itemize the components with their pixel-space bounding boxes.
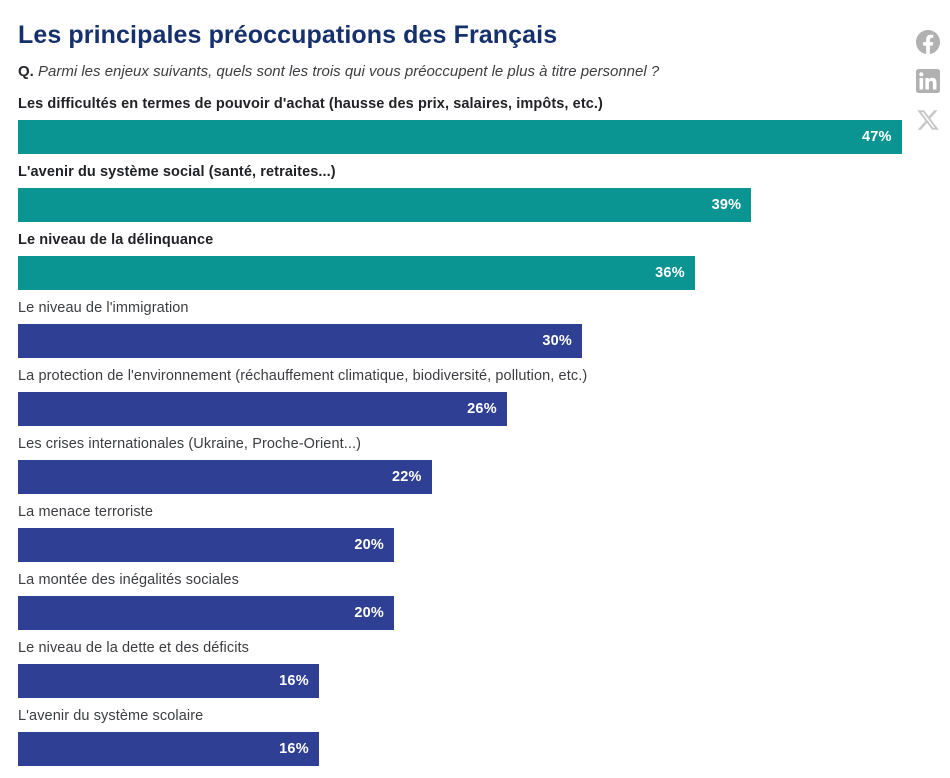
- bar: 20%: [18, 528, 394, 562]
- bar-value: 22%: [391, 469, 422, 485]
- bar-label: L'avenir du système scolaire: [18, 708, 204, 724]
- bar-label: Le niveau de l'immigration: [18, 300, 189, 316]
- page-title: Les principales préoccupations des Franç…: [18, 21, 558, 49]
- question-text: Parmi les enjeux suivants, quels sont le…: [38, 63, 660, 80]
- bar-value: 36%: [655, 265, 685, 281]
- bar-label: L'avenir du système social (santé, retra…: [18, 164, 336, 180]
- bar-label: Les difficultés en termes de pouvoir d'a…: [18, 96, 603, 112]
- bar: 20%: [18, 596, 394, 630]
- bar-value: 47%: [861, 129, 892, 145]
- bar-value: 20%: [354, 605, 384, 621]
- bar-label: Le niveau de la dette et des déficits: [18, 640, 250, 656]
- bar-label: Le niveau de la délinquance: [18, 232, 214, 248]
- question-prefix: Q.: [18, 63, 34, 80]
- bar-row: L'avenir du système social (santé, retra…: [18, 164, 914, 222]
- bar: 30%: [18, 324, 582, 358]
- bar-row: L'avenir du système scolaire 16%: [18, 708, 914, 766]
- bar: 16%: [18, 732, 319, 766]
- bar: 36%: [18, 256, 695, 290]
- bar-label: Les crises internationales (Ukraine, Pro…: [18, 436, 362, 452]
- bar-value: 16%: [279, 673, 309, 689]
- share-buttons: [916, 30, 940, 132]
- x-icon: [916, 108, 940, 132]
- bar-label: La menace terroriste: [18, 504, 153, 520]
- facebook-share-button[interactable]: [916, 30, 940, 54]
- bar: 16%: [18, 664, 319, 698]
- bar-value: 39%: [711, 197, 742, 213]
- facebook-icon: [916, 30, 940, 54]
- bar-value: 20%: [354, 537, 384, 553]
- bar-row: Le niveau de la délinquance 36%: [18, 232, 914, 290]
- bar-row: Les crises internationales (Ukraine, Pro…: [18, 436, 914, 494]
- linkedin-share-button[interactable]: [916, 69, 940, 93]
- bar-row: Le niveau de la dette et des déficits 16…: [18, 640, 914, 698]
- bar: 39%: [18, 188, 752, 222]
- bar: 22%: [18, 460, 432, 494]
- bar: 26%: [18, 392, 507, 426]
- bar-row: La protection de l'environnement (réchau…: [18, 368, 914, 426]
- bar-row: La menace terroriste 20%: [18, 504, 914, 562]
- bar-label: La montée des inégalités sociales: [18, 572, 239, 588]
- bar-chart: Les difficultés en termes de pouvoir d'a…: [18, 96, 914, 766]
- linkedin-icon: [916, 69, 940, 93]
- bar-row: Le niveau de l'immigration 30%: [18, 300, 914, 358]
- bar: 47%: [18, 120, 902, 154]
- bar-label: La protection de l'environnement (réchau…: [18, 368, 588, 384]
- bar-row: La montée des inégalités sociales 20%: [18, 572, 914, 630]
- x-share-button[interactable]: [916, 108, 940, 132]
- survey-question: Q. Parmi les enjeux suivants, quels sont…: [18, 62, 932, 82]
- bar-value: 30%: [542, 333, 572, 349]
- bar-row: Les difficultés en termes de pouvoir d'a…: [18, 96, 914, 154]
- bar-value: 16%: [279, 741, 309, 757]
- bar-value: 26%: [467, 401, 497, 417]
